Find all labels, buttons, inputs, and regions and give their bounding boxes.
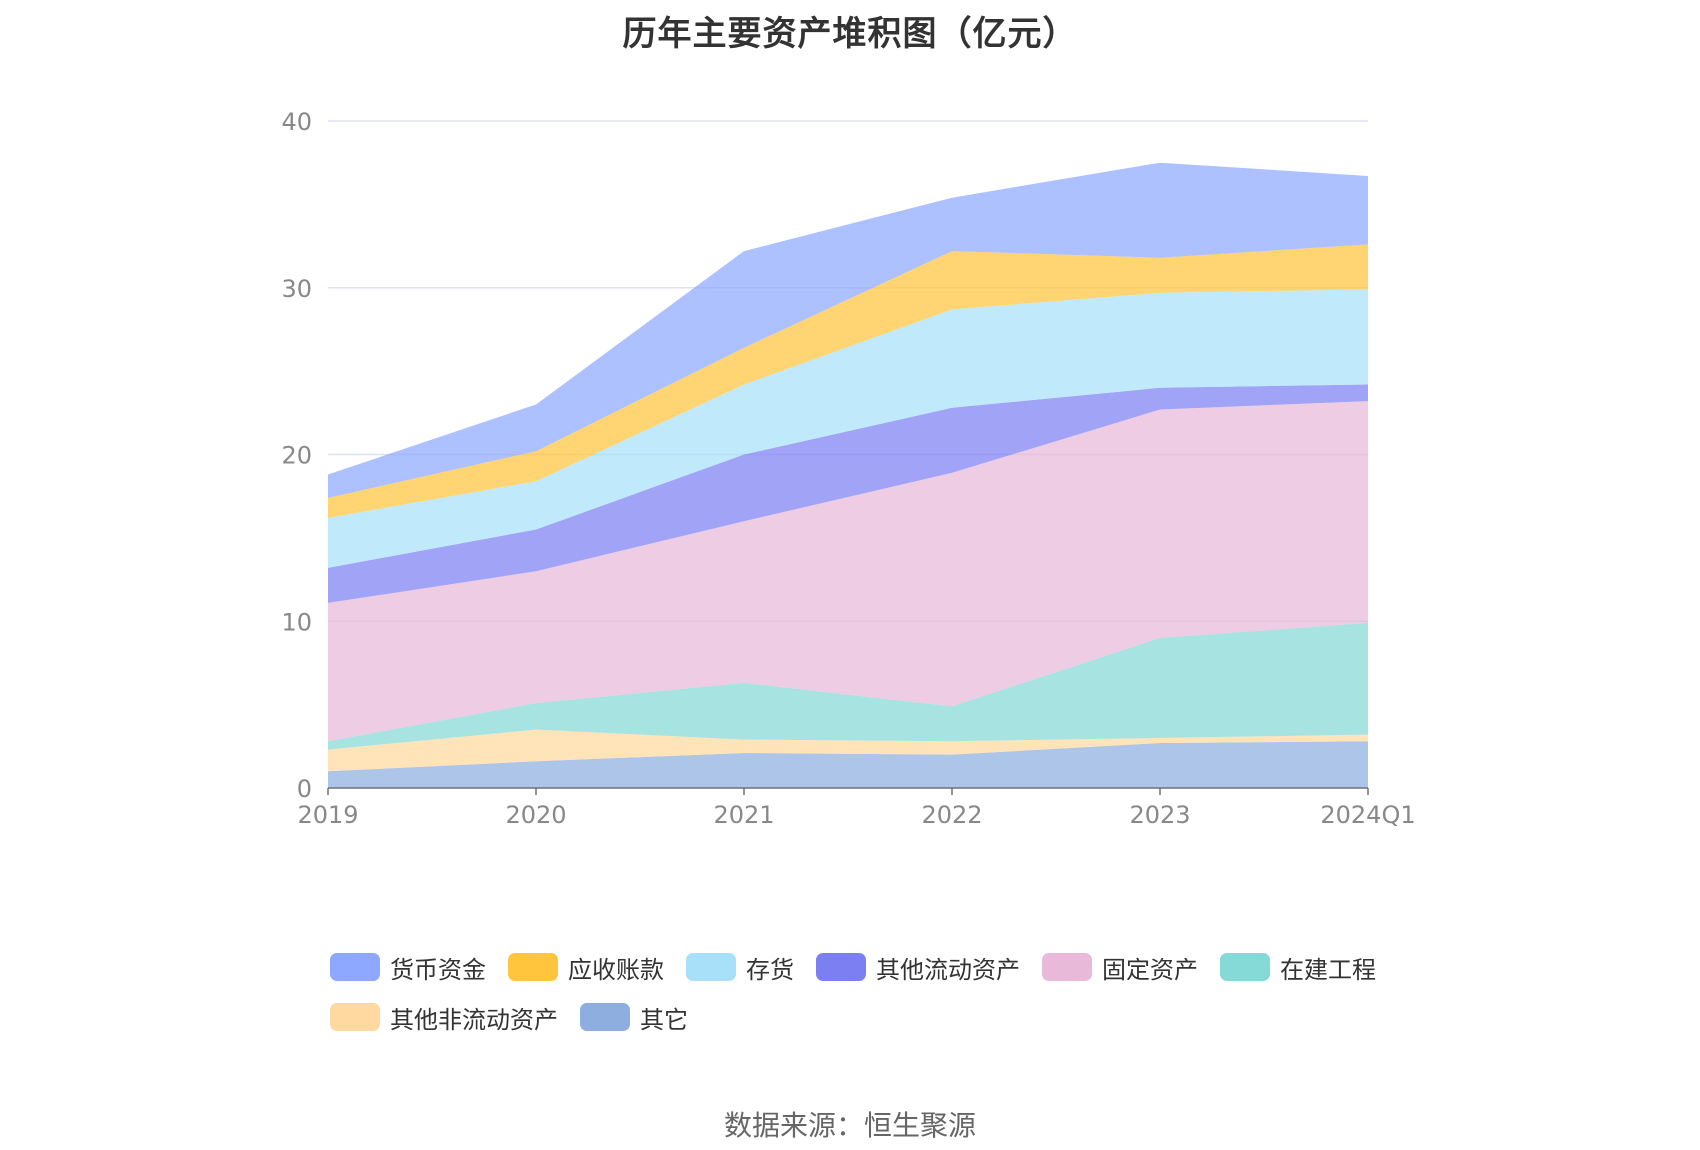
- x-tick-label: 2023: [1129, 801, 1190, 829]
- legend-swatch: [1220, 953, 1270, 981]
- legend-label: 其它: [640, 1005, 688, 1034]
- y-tick-label: 40: [281, 108, 312, 136]
- legend-swatch: [686, 953, 736, 981]
- legend-item[interactable]: 货币资金: [330, 952, 486, 984]
- chart-title: 历年主要资产堆积图（亿元）: [622, 14, 1078, 54]
- legend-item[interactable]: 应收账款: [508, 952, 664, 984]
- y-tick-label: 10: [281, 608, 312, 636]
- legend-label: 应收账款: [568, 955, 664, 984]
- legend-item[interactable]: 在建工程: [1220, 952, 1376, 984]
- legend-label: 存货: [746, 955, 794, 984]
- area-series-4[interactable]: [328, 384, 1368, 603]
- y-tick-label: 20: [281, 442, 312, 470]
- x-tick-label: 2019: [297, 801, 358, 829]
- stacked-area-chart: 0 10 20 30 40 2019 2020 2021 2022 2023 2024Q1: [281, 108, 1415, 829]
- legend-swatch: [1042, 953, 1092, 981]
- legend-swatch: [816, 953, 866, 981]
- legend-swatch: [508, 953, 558, 981]
- legend-item[interactable]: 其他非流动资产: [330, 1002, 558, 1034]
- area-series-7[interactable]: [328, 162, 1368, 498]
- area-series-2[interactable]: [328, 622, 1368, 750]
- legend-item[interactable]: 存货: [686, 952, 794, 984]
- area-series-layer: [328, 162, 1368, 788]
- area-series-5[interactable]: [328, 289, 1368, 568]
- legend-swatch: [330, 953, 380, 981]
- data-source-note: 数据来源：恒生聚源: [723, 1109, 976, 1142]
- legend: 货币资金 应收账款 存货 其他流动资产 固定资产 在建工程其他非流动资产 其它: [330, 952, 1390, 1034]
- x-tick-label: 2020: [505, 801, 566, 829]
- area-series-6[interactable]: [328, 244, 1368, 518]
- legend-item[interactable]: 固定资产: [1042, 952, 1198, 984]
- legend-label: 其他流动资产: [876, 955, 1020, 984]
- legend-label: 货币资金: [390, 955, 486, 984]
- legend-label: 在建工程: [1280, 955, 1376, 984]
- legend-item[interactable]: 其它: [580, 1002, 688, 1034]
- legend-item[interactable]: 其他流动资产: [816, 952, 1020, 984]
- x-tick-label: 2022: [921, 801, 982, 829]
- x-tick-label: 2024Q1: [1320, 801, 1415, 829]
- legend-label: 固定资产: [1102, 955, 1198, 984]
- legend-swatch: [580, 1003, 630, 1031]
- area-series-1[interactable]: [328, 729, 1368, 772]
- y-tick-label: 30: [281, 275, 312, 303]
- area-series-3[interactable]: [328, 401, 1368, 742]
- area-series-0[interactable]: [328, 741, 1368, 788]
- legend-swatch: [330, 1003, 380, 1031]
- y-tick-label: 0: [297, 775, 312, 803]
- x-tick-label: 2021: [713, 801, 774, 829]
- axes: 0 10 20 30 40 2019 2020 2021 2022 2023 2024Q1: [281, 108, 1415, 829]
- legend-label: 其他非流动资产: [390, 1005, 558, 1034]
